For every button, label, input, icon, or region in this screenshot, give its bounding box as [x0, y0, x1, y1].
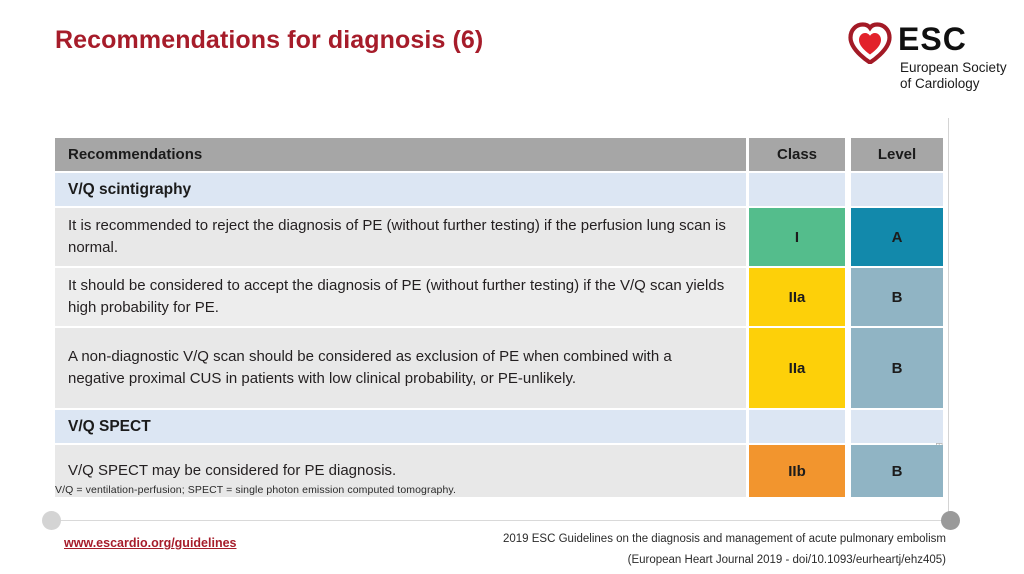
esc-logo: ESC European Society of Cardiology: [848, 20, 1018, 98]
esc-subtitle: European Society of Cardiology: [900, 60, 1007, 92]
table-row: V/Q SPECT may be considered for PE diagn…: [55, 445, 943, 497]
citation-line-1: 2019 ESC Guidelines on the diagnosis and…: [502, 533, 946, 545]
esc-subtitle-line2: of Cardiology: [900, 76, 980, 91]
footer-handle-left-icon: [42, 511, 61, 530]
section-level-spacer: [851, 410, 943, 443]
section-level-spacer: [851, 173, 943, 206]
class-badge: IIa: [749, 268, 845, 326]
vertical-divider: [948, 118, 949, 526]
table-footnote: V/Q = ventilation-perfusion; SPECT = sin…: [55, 484, 456, 496]
column-header-level: Level: [851, 138, 943, 171]
table-row: A non-diagnostic V/Q scan should be cons…: [55, 328, 943, 408]
column-header-class: Class: [749, 138, 845, 171]
esc-acronym: ESC: [898, 21, 967, 57]
citation-line-2: (European Heart Journal 2019 - doi/10.10…: [627, 554, 946, 566]
recommendation-text: It is recommended to reject the diagnosi…: [55, 208, 746, 266]
section-label: V/Q scintigraphy: [55, 173, 746, 206]
footer-divider: [52, 520, 952, 521]
level-badge: A: [851, 208, 943, 266]
guidelines-link[interactable]: www.escardio.org/guidelines: [64, 536, 237, 550]
table-section-row: V/Q scintigraphy: [55, 173, 943, 206]
recommendation-text: V/Q SPECT may be considered for PE diagn…: [55, 445, 746, 497]
class-badge: IIa: [749, 328, 845, 408]
page-title: Recommendations for diagnosis (6): [55, 26, 484, 54]
column-header-recommendations: Recommendations: [55, 138, 746, 171]
level-badge: B: [851, 268, 943, 326]
level-badge: B: [851, 445, 943, 497]
table-row: It should be considered to accept the di…: [55, 268, 943, 326]
recommendation-text: A non-diagnostic V/Q scan should be cons…: [55, 328, 746, 408]
citation: 2019 ESC Guidelines on the diagnosis and…: [503, 529, 946, 571]
section-class-spacer: [749, 173, 845, 206]
class-badge: I: [749, 208, 845, 266]
recommendations-table: Recommendations Class Level V/Q scintigr…: [55, 138, 943, 499]
table-row: It is recommended to reject the diagnosi…: [55, 208, 943, 266]
class-badge: IIb: [749, 445, 845, 497]
esc-heart-icon: [848, 22, 892, 64]
table-section-row: V/Q SPECT: [55, 410, 943, 443]
footer-handle-right-icon: [941, 511, 960, 530]
section-label: V/Q SPECT: [55, 410, 746, 443]
recommendation-text: It should be considered to accept the di…: [55, 268, 746, 326]
section-class-spacer: [749, 410, 845, 443]
level-badge: B: [851, 328, 943, 408]
table-header-row: Recommendations Class Level: [55, 138, 943, 171]
esc-subtitle-line1: European Society: [900, 60, 1007, 75]
